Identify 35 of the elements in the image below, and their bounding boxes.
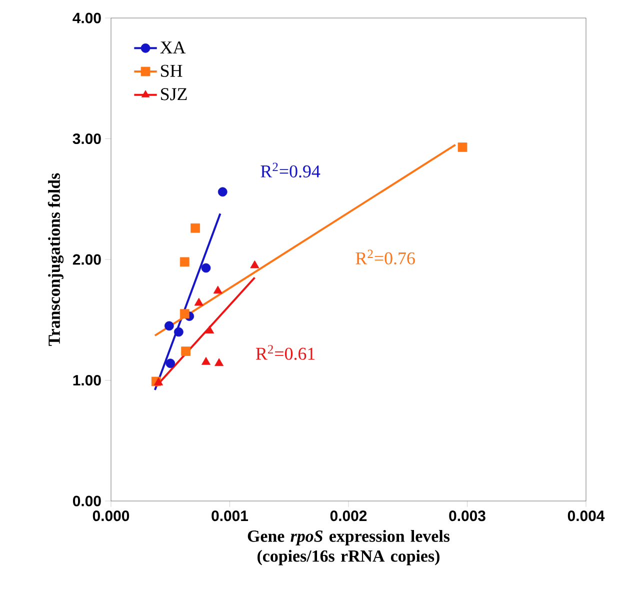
point — [154, 377, 164, 386]
y-tick-label: 0.00 — [72, 496, 101, 506]
annotation: R$^{2}$=0.76 — [356, 250, 415, 264]
x-tick-label: 0.000 — [92, 510, 130, 522]
legend-label: SH — [161, 64, 182, 77]
y-axis-title: Transconjugations folds — [48, 173, 64, 346]
point — [194, 298, 204, 306]
y-tick-label: 2.00 — [72, 254, 101, 265]
point — [214, 358, 224, 366]
point — [201, 263, 211, 273]
point — [218, 187, 228, 197]
point — [205, 326, 214, 334]
point — [174, 327, 184, 337]
annotation: R$^{2}$=0.61 — [256, 345, 315, 360]
point — [180, 257, 190, 267]
point — [164, 321, 174, 331]
y-tick-label: 4.00 — [72, 12, 101, 24]
point — [190, 223, 200, 233]
point — [213, 286, 222, 294]
annotation: R$^{2}$=0.94 — [260, 162, 320, 178]
point — [166, 358, 176, 368]
x-tick-label: 0.003 — [449, 510, 486, 522]
legend-label: XA — [160, 41, 186, 54]
y-tick-label: 3.00 — [72, 133, 101, 144]
point — [180, 309, 190, 319]
legend-label: SJZ — [161, 88, 187, 100]
point — [250, 260, 260, 268]
x-axis-title: Gene rpoS expression levels (copies/16s rRNA copies) — [248, 530, 450, 566]
point — [201, 356, 211, 365]
x-tick-label: 0.002 — [330, 510, 367, 522]
y-tick-label: 1.00 — [73, 374, 101, 386]
point — [458, 142, 468, 152]
x-tick-label: 0.001 — [212, 510, 248, 522]
point — [181, 346, 190, 356]
x-tick-label: 0.004 — [568, 510, 605, 522]
